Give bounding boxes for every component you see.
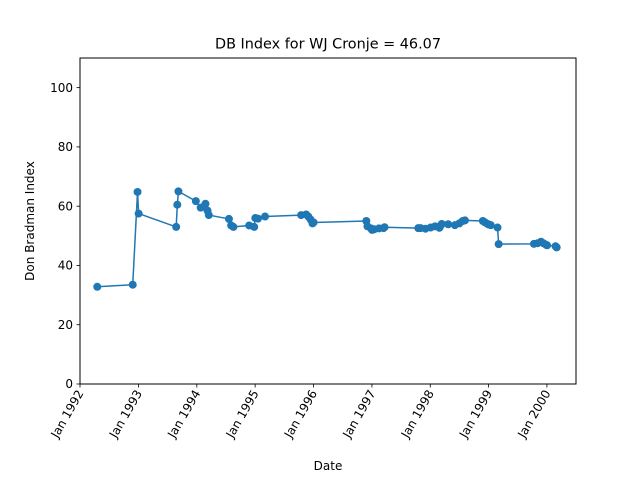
data-point — [201, 199, 210, 208]
data-point — [494, 240, 503, 249]
x-tick-label: Jan 1995 — [223, 388, 262, 442]
data-point — [543, 241, 552, 250]
x-tick-label: Jan 1992 — [48, 388, 87, 442]
y-tick-label: 0 — [65, 377, 73, 391]
y-tick-label: 100 — [50, 81, 73, 95]
data-point — [133, 187, 142, 196]
data-point — [134, 209, 143, 218]
data-point — [444, 220, 453, 229]
data-point — [224, 214, 233, 223]
y-tick-label: 60 — [58, 199, 73, 213]
series-line — [97, 190, 558, 288]
data-point — [261, 212, 270, 221]
data-point — [493, 223, 502, 232]
y-axis-ticks: 0 20 40 60 80 100 — [50, 81, 80, 391]
data-point — [93, 282, 102, 291]
x-tick-label: Jan 1999 — [456, 388, 495, 442]
data-point — [128, 280, 137, 289]
chart-title: DB Index for WJ Cronje = 46.07 — [215, 37, 441, 53]
data-point — [309, 218, 318, 227]
data-point — [250, 222, 259, 231]
data-point — [437, 219, 446, 228]
data-point — [174, 187, 183, 196]
data-point — [254, 214, 263, 223]
y-tick-label: 80 — [58, 140, 73, 154]
x-tick-label: Jan 1993 — [106, 388, 145, 442]
plot-area — [93, 187, 561, 291]
data-point — [204, 211, 213, 220]
data-point — [380, 223, 389, 232]
x-tick-label: Jan 1997 — [339, 388, 378, 442]
x-axis-ticks: Jan 1992 Jan 1993 Jan 1994 Jan 1995 Jan 1996… — [48, 384, 554, 441]
data-point — [552, 243, 561, 252]
axes-frame — [79, 57, 577, 385]
x-axis-label: Date — [314, 459, 343, 473]
y-tick-label: 40 — [58, 259, 73, 273]
y-tick-label: 20 — [58, 318, 73, 332]
data-point — [172, 222, 181, 231]
x-tick-label: Jan 1998 — [398, 388, 437, 442]
data-point — [173, 200, 182, 209]
x-tick-label: Jan 1994 — [164, 388, 203, 442]
x-tick-label: Jan 2000 — [514, 388, 553, 442]
x-tick-label: Jan 1996 — [281, 388, 320, 442]
data-point — [460, 216, 469, 225]
data-point — [229, 222, 238, 231]
data-point — [486, 221, 495, 230]
y-axis-label: Don Bradman Index — [23, 161, 37, 281]
data-point — [191, 197, 200, 206]
